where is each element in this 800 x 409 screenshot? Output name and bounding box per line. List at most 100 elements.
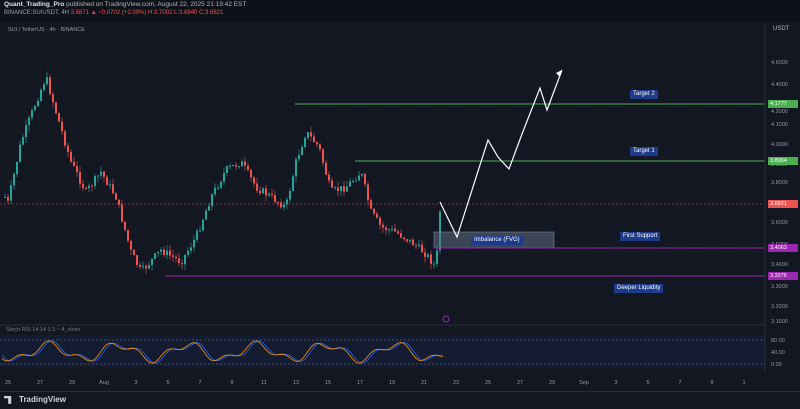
candle-body — [202, 219, 204, 231]
price-tick: 4.1000 — [771, 122, 788, 128]
time-tick: Sep — [579, 380, 589, 386]
candle-body — [256, 183, 258, 191]
candle-body — [55, 102, 57, 114]
candle-body — [331, 180, 333, 188]
candle-body — [268, 193, 270, 196]
candle-body — [364, 173, 366, 185]
projected-path — [439, 69, 563, 239]
price-tick: 4.6000 — [771, 60, 788, 66]
candle-body — [28, 117, 30, 126]
target1-label: Target 1 — [630, 147, 658, 156]
candle-body — [46, 77, 48, 85]
candle-body — [250, 169, 252, 178]
candle-body — [241, 161, 243, 167]
price-tick: 3.9000 — [771, 162, 788, 168]
candle-body — [64, 131, 66, 146]
ohlc-line: BINANCE:SUIUSDT, 4H 3.6871 ▲ ~0.0702 (+2… — [4, 10, 223, 16]
candle-body — [277, 201, 279, 203]
candle-body — [205, 210, 207, 220]
candle-body — [424, 252, 426, 257]
indicator-tick: 80.00 — [771, 338, 785, 344]
time-tick: 27 — [517, 380, 523, 386]
time-tick: 9 — [230, 380, 233, 386]
candle-body — [349, 181, 351, 187]
candle-body — [403, 237, 405, 240]
candle-body — [298, 155, 300, 160]
time-tick: Aug — [99, 380, 109, 386]
time-tick: 29 — [549, 380, 555, 386]
time-tick: 29 — [69, 380, 75, 386]
time-tick: 3 — [134, 380, 137, 386]
candle-body — [439, 211, 441, 251]
candle-body — [58, 113, 60, 122]
candle-body — [4, 196, 6, 198]
candle-body — [37, 100, 39, 107]
stoch-band — [0, 335, 765, 367]
indicator-tick: 0.00 — [771, 362, 782, 368]
candle-body — [319, 144, 321, 150]
candle-body — [184, 254, 186, 265]
candle-body — [25, 125, 27, 138]
time-tick: 21 — [421, 380, 427, 386]
price-tick: 4.0000 — [771, 142, 788, 148]
candle-body — [322, 149, 324, 163]
candle-body — [145, 265, 147, 269]
candle-body — [262, 188, 264, 194]
price-tick: 3.1000 — [771, 319, 788, 325]
indicator-tick: 40.00 — [771, 350, 785, 356]
price-chart[interactable]: 4.6000 4.4000 4.2000 4.1000 4.0000 3.9000 3.80… — [0, 22, 800, 391]
price-tick: 3.3000 — [771, 284, 788, 290]
candle-body — [265, 188, 267, 196]
time-tick: 23 — [453, 380, 459, 386]
candle-body — [136, 255, 138, 265]
candle-body — [154, 253, 156, 259]
candle-body — [436, 250, 438, 264]
time-tick: 7 — [678, 380, 681, 386]
time-tick: 5 — [646, 380, 649, 386]
author-name[interactable]: Quant_Trading_Pro — [4, 1, 65, 8]
candle-body — [40, 89, 42, 101]
candle-body — [400, 233, 402, 238]
candle-body — [178, 258, 180, 264]
alert-marker — [442, 315, 450, 323]
candle-body — [352, 181, 354, 183]
time-tick: 25 — [5, 380, 11, 386]
candle-body — [211, 194, 213, 207]
symbol-interval: BINANCE:SUIUSDT, 4H — [4, 10, 71, 16]
price-tick: 3.8000 — [771, 180, 788, 186]
candle-body — [166, 250, 168, 256]
deeper-liquidity-label: Deeper Liquidity — [614, 284, 664, 293]
candle-body — [88, 185, 90, 189]
candle-body — [220, 181, 222, 188]
candle-body — [406, 239, 408, 242]
candle-body — [61, 121, 63, 132]
candle-body — [307, 132, 309, 139]
candle-body — [109, 184, 111, 186]
tradingview-logo[interactable]: TradingView — [4, 395, 66, 404]
price-tick: 3.2000 — [771, 304, 788, 310]
stoch-rsi-pane — [0, 335, 765, 367]
candle-body — [112, 184, 114, 194]
indicator-label[interactable]: Stoch RSI 14 14 3 3 ~ 4_close — [6, 327, 81, 333]
first-support-price-tag: 3.4063 — [768, 244, 798, 252]
price-tick: 3.6000 — [771, 220, 788, 226]
candle-body — [199, 230, 201, 232]
candle-body — [160, 249, 162, 252]
chart-header: Quant_Trading_Pro published on TradingVi… — [0, 0, 800, 22]
time-tick: 9 — [710, 380, 713, 386]
candle-body — [235, 164, 237, 167]
price-tick: 3.4000 — [771, 262, 788, 268]
time-tick: 25 — [485, 380, 491, 386]
candle-body — [187, 250, 189, 255]
candle-body — [355, 180, 357, 182]
price-tick: 4.4000 — [771, 82, 788, 88]
candle-body — [391, 228, 393, 230]
candle-body — [193, 239, 195, 248]
candle-body — [292, 176, 294, 191]
projected-path-arrowhead — [556, 70, 562, 77]
symbol-label: SUI / TetherUS · 4h · BINANCE — [8, 27, 85, 33]
candle-body — [313, 136, 315, 143]
candle-body — [379, 217, 381, 225]
ohlc-values: 3.6871 ▲ ~0.0702 (+2.09%) H:3.7002 L:3.6… — [70, 10, 224, 16]
time-tick: 5 — [166, 380, 169, 386]
